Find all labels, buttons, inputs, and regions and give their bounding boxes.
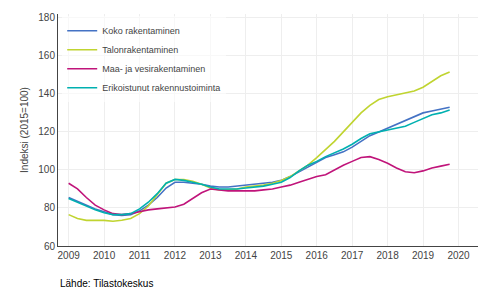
svg-text:2017: 2017 [341, 250, 364, 261]
svg-text:120: 120 [38, 126, 55, 137]
svg-text:2020: 2020 [447, 250, 470, 261]
svg-text:180: 180 [38, 12, 55, 23]
svg-text:Erikoistunut rakennustoiminta: Erikoistunut rakennustoiminta [102, 83, 220, 93]
svg-text:2014: 2014 [235, 250, 258, 261]
svg-text:Koko rakentaminen: Koko rakentaminen [102, 26, 180, 36]
svg-text:2019: 2019 [412, 250, 435, 261]
svg-text:2012: 2012 [164, 250, 187, 261]
svg-text:100: 100 [38, 164, 55, 175]
svg-text:2009: 2009 [58, 250, 81, 261]
svg-text:2010: 2010 [93, 250, 116, 261]
svg-text:2016: 2016 [306, 250, 329, 261]
svg-text:60: 60 [44, 241, 56, 252]
svg-text:Maa- ja vesirakentaminen: Maa- ja vesirakentaminen [102, 64, 205, 74]
svg-text:Lähde: Tilastokeskus: Lähde: Tilastokeskus [60, 278, 153, 289]
svg-text:Talonrakentaminen: Talonrakentaminen [102, 45, 178, 55]
svg-text:80: 80 [44, 202, 56, 213]
svg-text:160: 160 [38, 50, 55, 61]
svg-text:2013: 2013 [199, 250, 222, 261]
svg-text:Indeksi (2015=100): Indeksi (2015=100) [19, 87, 30, 173]
svg-text:2018: 2018 [376, 250, 399, 261]
svg-text:2011: 2011 [129, 250, 151, 261]
svg-text:2015: 2015 [270, 250, 293, 261]
svg-text:140: 140 [38, 88, 55, 99]
